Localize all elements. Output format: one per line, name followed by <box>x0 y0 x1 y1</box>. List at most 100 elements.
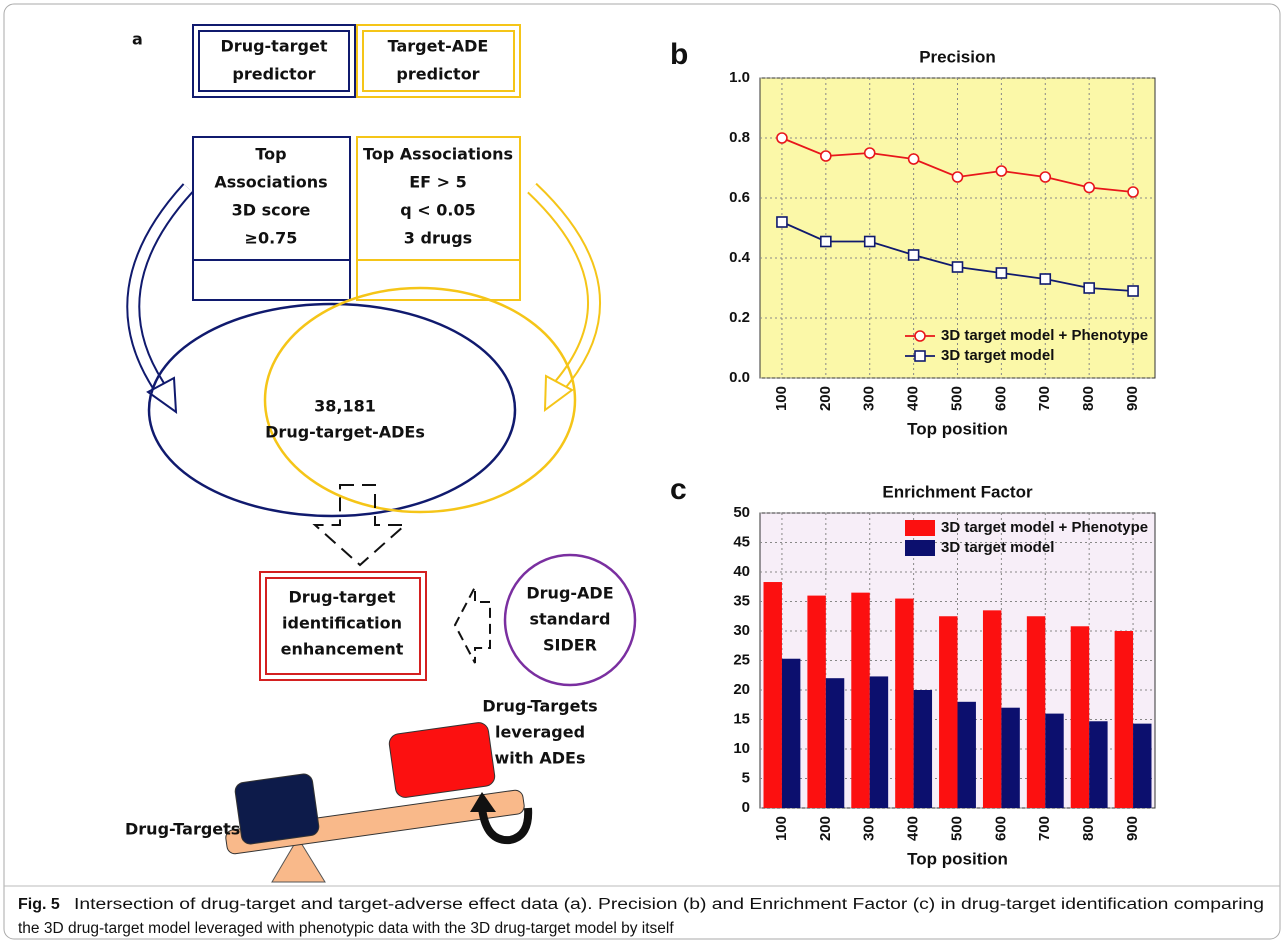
weight-box <box>234 773 320 845</box>
x-axis-label: Top position <box>907 419 1008 438</box>
marker <box>777 133 787 143</box>
y-tick-label: 0 <box>742 799 750 816</box>
diagram-text: predictor <box>232 65 315 84</box>
x-tick-label: 500 <box>948 816 965 841</box>
diagram-text: 3D score <box>232 201 311 220</box>
diagram-text: enhancement <box>281 640 404 659</box>
y-tick-label: 0.2 <box>729 309 750 326</box>
marker <box>821 237 831 247</box>
x-tick-label: 100 <box>773 386 790 411</box>
figure: aDrug-targetpredictorTarget-ADEpredictor… <box>0 0 1285 944</box>
caption-label: Fig. 5 <box>18 896 60 913</box>
y-tick-label: 30 <box>733 622 750 639</box>
x-tick-label: 400 <box>905 816 922 841</box>
x-tick-label: 300 <box>861 386 878 411</box>
y-tick-label: 1.0 <box>729 69 750 86</box>
marker <box>821 151 831 161</box>
diagram-text: Drug-target-ADEs <box>265 423 425 442</box>
diagram-text: 3 drugs <box>404 229 472 248</box>
bar <box>1089 721 1107 808</box>
bar <box>782 659 800 808</box>
x-tick-label: 600 <box>992 816 1009 841</box>
marker <box>909 154 919 164</box>
marker <box>953 262 963 272</box>
y-tick-label: 5 <box>742 769 750 786</box>
x-tick-label: 900 <box>1124 386 1141 411</box>
marker <box>996 268 1006 278</box>
y-tick-label: 40 <box>733 563 750 580</box>
y-tick-label: 0.4 <box>729 249 751 266</box>
y-tick-label: 35 <box>733 592 750 609</box>
diagram-text: Top <box>255 145 286 164</box>
diagram-text: EF > 5 <box>409 173 467 192</box>
diagram-text: Top Associations <box>363 145 513 164</box>
panel-label: b <box>670 38 688 71</box>
bar <box>1001 708 1019 808</box>
bar <box>1071 626 1089 808</box>
caption-text: Intersection of drug-target and target-a… <box>74 896 1264 913</box>
panel-label: c <box>670 473 687 506</box>
bar <box>826 678 844 808</box>
bar <box>851 593 869 808</box>
bar <box>870 676 888 808</box>
marker <box>1128 286 1138 296</box>
bar <box>958 702 976 808</box>
x-tick-label: 600 <box>992 386 1009 411</box>
y-tick-label: 25 <box>733 651 750 668</box>
legend-label: 3D target model <box>941 347 1054 364</box>
marker <box>865 237 875 247</box>
legend-label: 3D target model <box>941 539 1054 556</box>
y-tick-label: 45 <box>733 533 750 550</box>
bar <box>983 610 1001 808</box>
bar <box>1045 714 1063 808</box>
y-tick-label: 50 <box>733 504 750 521</box>
diagram-text: with ADEs <box>495 749 586 768</box>
x-tick-label: 400 <box>905 386 922 411</box>
diagram-text: SIDER <box>543 636 597 655</box>
marker <box>865 148 875 158</box>
diagram-text: identification <box>282 614 402 633</box>
marker <box>1040 274 1050 284</box>
y-tick-label: 20 <box>733 681 750 698</box>
x-tick-label: 500 <box>948 386 965 411</box>
diagram-text: Drug-Targets <box>125 820 240 839</box>
caption-text: the 3D drug-target model leveraged with … <box>18 920 674 937</box>
y-tick-label: 0.8 <box>729 129 750 146</box>
diagram-text: Drug-target <box>221 37 328 56</box>
legend-swatch <box>905 540 935 556</box>
y-tick-label: 0.6 <box>729 189 750 206</box>
x-tick-label: 100 <box>773 816 790 841</box>
x-tick-label: 300 <box>861 816 878 841</box>
diagram-text: Drug-ADE <box>526 584 613 603</box>
y-tick-label: 0.0 <box>729 369 750 386</box>
chart-title: Precision <box>919 47 996 66</box>
x-tick-label: 200 <box>817 386 834 411</box>
diagram-text: standard <box>530 610 611 629</box>
marker <box>996 166 1006 176</box>
marker <box>909 250 919 260</box>
marker <box>1084 183 1094 193</box>
bar <box>807 596 825 808</box>
bar <box>939 616 957 808</box>
bar <box>914 690 932 808</box>
marker <box>1084 283 1094 293</box>
panel-label: a <box>132 30 143 49</box>
weight-box <box>388 721 496 798</box>
diagram-text: ≥0.75 <box>245 229 298 248</box>
x-tick-label: 800 <box>1080 386 1097 411</box>
bar <box>1027 616 1045 808</box>
diagram-text: Drug-Targets <box>482 697 597 716</box>
marker <box>953 172 963 182</box>
diagram-text: Associations <box>214 173 327 192</box>
diagram-text: q < 0.05 <box>400 201 475 220</box>
x-tick-label: 700 <box>1036 386 1053 411</box>
legend-marker <box>915 331 925 341</box>
chart-title: Enrichment Factor <box>882 482 1033 501</box>
diagram-text: 38,181 <box>314 397 376 416</box>
legend-label: 3D target model + Phenotype <box>941 327 1148 344</box>
bar <box>1133 724 1151 808</box>
diagram-text: predictor <box>396 65 479 84</box>
x-tick-label: 800 <box>1080 816 1097 841</box>
x-tick-label: 900 <box>1124 816 1141 841</box>
diagram-text: Drug-target <box>289 588 396 607</box>
